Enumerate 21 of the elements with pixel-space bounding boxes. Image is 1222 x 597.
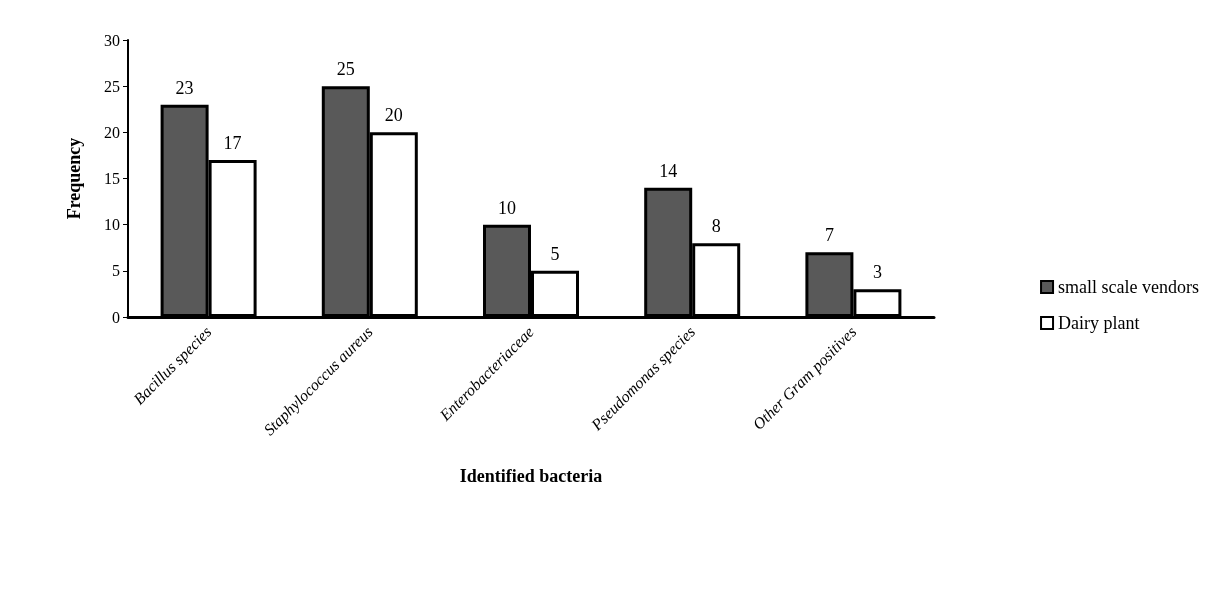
- legend-label: small scale vendors: [1058, 277, 1200, 297]
- data-label: 23: [175, 77, 194, 98]
- y-tick-label: 15: [104, 170, 120, 187]
- y-tick-label: 25: [104, 77, 120, 95]
- data-label: 7: [824, 225, 834, 246]
- legend-label: Dairy plant: [1058, 313, 1140, 333]
- data-label: 3: [872, 262, 882, 283]
- data-label: 20: [384, 105, 403, 126]
- y-axis-title: Frequency: [64, 137, 84, 220]
- data-label: 5: [550, 243, 560, 264]
- data-label: 10: [498, 197, 516, 218]
- y-tick-label: 5: [112, 262, 120, 280]
- y-tick-label: 30: [104, 31, 120, 49]
- data-label: 14: [659, 160, 678, 181]
- y-tick-label: 20: [104, 123, 120, 141]
- y-tick-label: 10: [104, 216, 120, 234]
- data-label: 17: [223, 133, 242, 154]
- x-axis-title: Identified bacteria: [459, 466, 603, 486]
- data-label: 8: [711, 216, 721, 237]
- data-label: 25: [336, 59, 355, 80]
- y-tick-label: 0: [112, 308, 120, 326]
